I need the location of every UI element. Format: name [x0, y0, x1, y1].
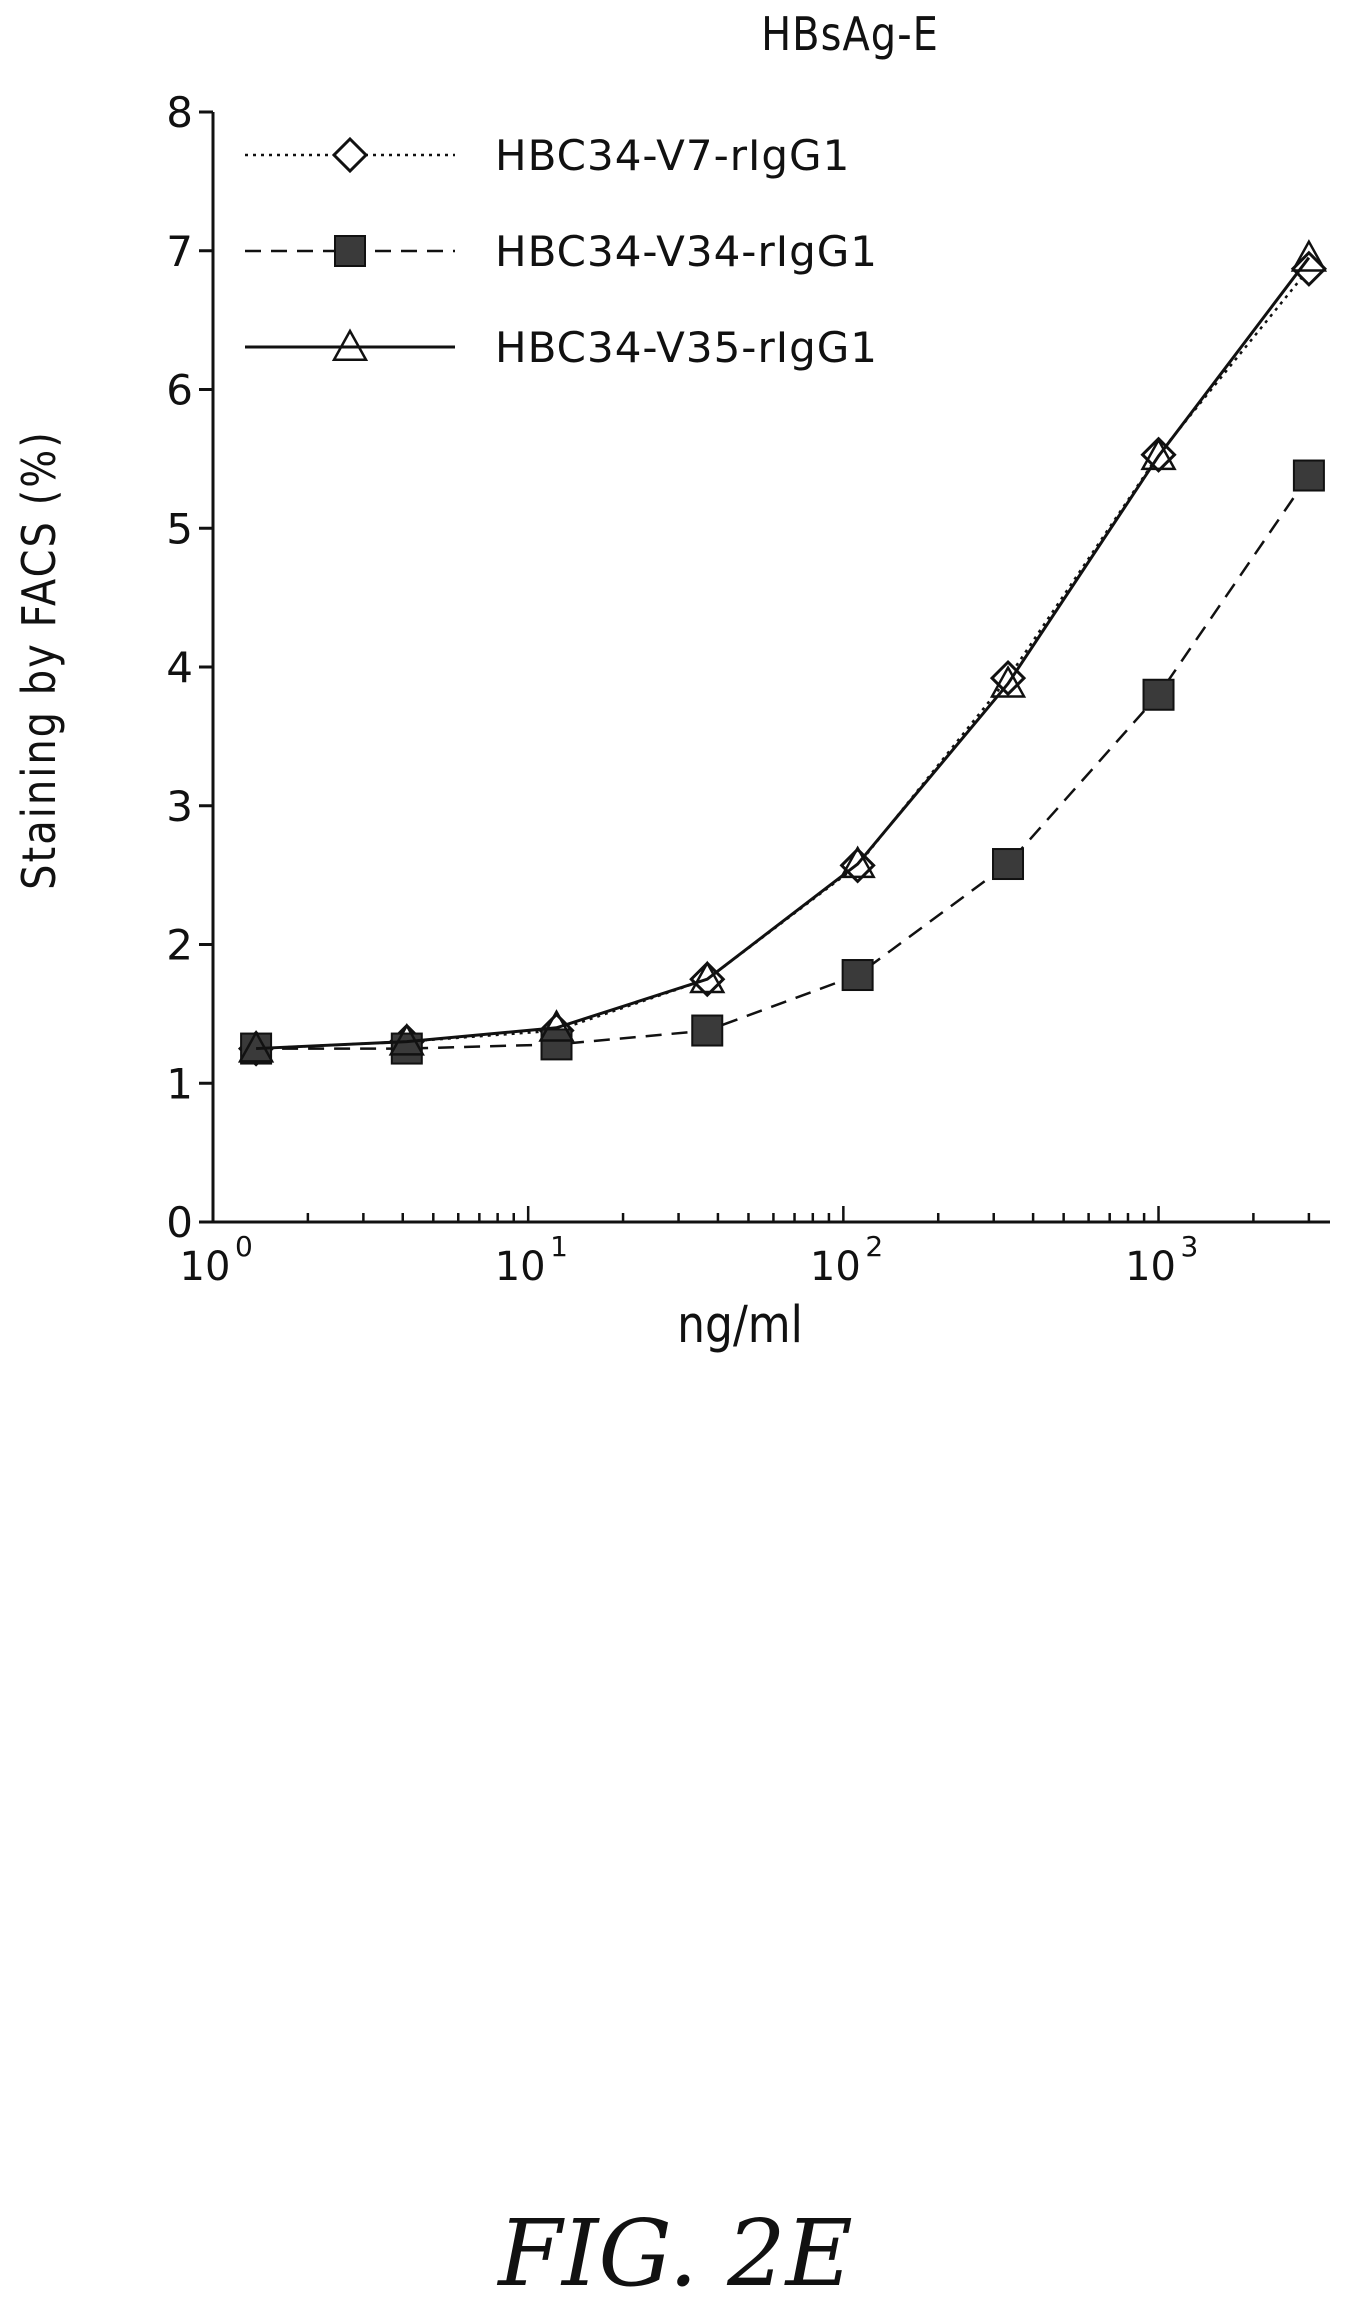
y-tick-label: 4: [166, 643, 193, 692]
series-line: [256, 256, 1311, 1051]
data-point: [1290, 250, 1328, 287]
data-point: [538, 1009, 575, 1042]
x-tick-exponent: 0: [235, 1230, 253, 1263]
data-point: [1290, 239, 1328, 272]
series-line: [256, 268, 1310, 1050]
legend: HBC34-V7-rIgG1 HBC34-V34-rIgG1 HBC34-V35-r…: [245, 131, 878, 372]
x-ticks: 10 0 10 1 10 2 10 3: [180, 1206, 1311, 1290]
data-point: [390, 1032, 423, 1065]
data-point: [540, 1028, 573, 1061]
series-triangle: [237, 239, 1328, 1063]
y-tick-label: 0: [166, 1198, 193, 1247]
x-tick-label: 10: [495, 1244, 546, 1290]
y-axis-label: Staining by FACS (%): [13, 430, 67, 890]
legend-label: HBC34-V34-rIgG1: [495, 227, 878, 276]
y-tick-label: 5: [166, 504, 193, 553]
x-tick-label: 10: [810, 1244, 861, 1290]
series-square: [240, 459, 1325, 1065]
data-point: [1142, 678, 1175, 711]
data-point: [1140, 437, 1177, 471]
data-point: [839, 845, 876, 879]
data-point: [1292, 459, 1325, 492]
series-line: [256, 474, 1310, 1050]
axes: [211, 112, 1330, 1224]
y-tick-label: 3: [166, 782, 193, 831]
y-tick-label: 7: [166, 227, 193, 276]
data-point: [689, 960, 726, 994]
x-tick-exponent: 2: [865, 1230, 883, 1263]
x-tick-exponent: 1: [550, 1230, 568, 1263]
series-diamond: [237, 250, 1328, 1067]
x-tick-exponent: 3: [1181, 1230, 1199, 1263]
legend-marker: [331, 328, 369, 362]
data-point: [989, 665, 1027, 698]
y-ticks: 0 1 2 3 4 5 6 7 8: [166, 88, 213, 1247]
y-tick-label: 2: [166, 921, 193, 970]
data-point: [992, 848, 1025, 881]
legend-marker: [334, 235, 366, 267]
x-tick-label: 10: [180, 1244, 231, 1290]
legend-marker: [331, 136, 369, 174]
y-tick-label: 1: [166, 1059, 193, 1108]
figure-label: FIG. 2E: [498, 2200, 853, 2307]
data-point: [388, 1023, 425, 1056]
data-point: [691, 1014, 724, 1047]
legend-label: HBC34-V7-rIgG1: [495, 131, 850, 180]
chart-title: HBsAg-E: [761, 8, 939, 62]
y-tick-label: 8: [166, 88, 193, 137]
data-point: [841, 959, 874, 992]
data-point: [237, 1029, 275, 1063]
legend-label: HBC34-V35-rIgG1: [495, 323, 878, 372]
y-tick-label: 6: [166, 366, 193, 415]
x-axis-label: ng/ml: [677, 1296, 803, 1355]
x-tick-label: 10: [1125, 1244, 1176, 1290]
series-layer: [237, 239, 1328, 1067]
